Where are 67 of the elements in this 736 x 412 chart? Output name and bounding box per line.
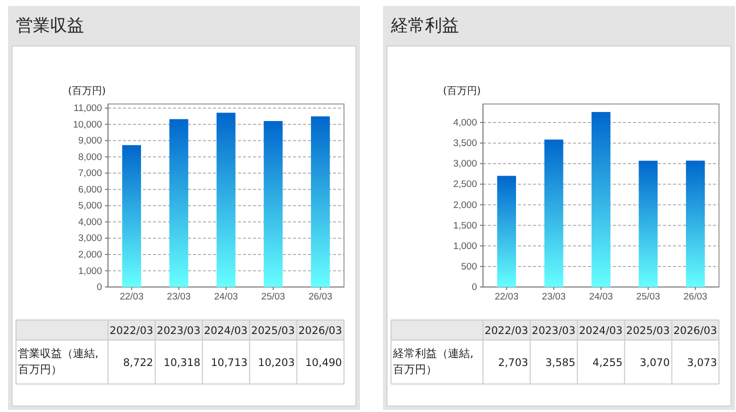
bar — [638, 160, 658, 287]
y-tick-label: 10,000 — [72, 119, 102, 130]
data-label: 10,203 — [258, 357, 295, 369]
bar — [592, 112, 610, 287]
y-tick-label: 11,000 — [74, 103, 102, 114]
x-tick-label: 22/03 — [120, 292, 144, 303]
data-label: 3,070 — [640, 357, 670, 369]
x-tick-label: 26/03 — [684, 292, 708, 303]
text: 2023/03 — [532, 325, 576, 337]
y-tick-label: 5,000 — [78, 200, 102, 212]
x-tick-label: 25/03 — [636, 292, 660, 303]
bar — [497, 176, 516, 287]
y-tick-label: 3,000 — [78, 233, 102, 244]
y-tick-label: 7,000 — [78, 168, 102, 180]
data-label: 8,722 — [123, 357, 154, 369]
bar — [264, 121, 283, 287]
bar — [216, 112, 236, 287]
text: 2022/03 — [110, 325, 154, 337]
chart-title: 経常利益 — [390, 16, 459, 36]
y-axis-title: (百万円) — [443, 86, 481, 97]
x-tick-label: 25/03 — [261, 292, 286, 303]
y-tick-label: 3,000 — [453, 158, 477, 170]
y-tick-label: 9,000 — [78, 136, 102, 147]
text: 2023/03 — [156, 325, 200, 337]
y-tick-label: 4,000 — [453, 118, 477, 129]
data-label: 3,585 — [545, 357, 576, 369]
y-tick-label: 6,000 — [78, 184, 102, 196]
data-label: 10,318 — [164, 357, 200, 369]
text: 2026/03 — [673, 325, 717, 337]
text: 2022/03 — [484, 325, 528, 337]
y-tick-label: 0 — [96, 282, 102, 294]
y-tick-label: 4,000 — [78, 216, 102, 228]
text: 2026/03 — [298, 325, 342, 337]
data-label: 3,073 — [686, 357, 717, 369]
y-tick-label: 3,500 — [453, 138, 477, 150]
y-tick-label: 8,000 — [78, 152, 102, 163]
y-tick-label: 1,000 — [453, 240, 477, 252]
x-tick-label: 23/03 — [542, 292, 566, 303]
y-tick-label: 2,500 — [453, 179, 477, 190]
x-tick-label: 22/03 — [494, 292, 518, 303]
chart-title: 営業収益 — [16, 16, 84, 36]
text: 2024/03 — [578, 325, 623, 337]
y-tick-label: 500 — [461, 261, 477, 272]
bar — [310, 116, 330, 287]
data-label: 4,255 — [592, 357, 623, 369]
data-label: 2,703 — [498, 357, 528, 369]
bar — [544, 140, 564, 287]
y-tick-label: 2,000 — [78, 250, 102, 261]
y-axis-title: (百万円) — [68, 86, 106, 97]
data-label: 10,713 — [210, 357, 248, 369]
y-tick-label: 1,000 — [78, 266, 102, 277]
x-tick-label: 26/03 — [308, 292, 332, 303]
x-tick-label: 24/03 — [214, 292, 238, 303]
x-tick-label: 23/03 — [166, 292, 191, 303]
text: 経常利益（連結, 百万円） — [392, 347, 477, 376]
bar — [169, 119, 188, 287]
y-tick-label: 1,500 — [453, 220, 477, 232]
text: 営業収益（連結, 百万円） — [18, 347, 102, 376]
x-tick-label: 24/03 — [589, 292, 613, 303]
bar — [686, 160, 705, 287]
y-tick-label: 2,000 — [453, 200, 477, 211]
y-tick-label: 0 — [472, 282, 477, 294]
text: 2024/03 — [204, 325, 248, 337]
text: 2025/03 — [251, 325, 295, 337]
bar — [122, 145, 142, 287]
text: 2025/03 — [626, 325, 670, 337]
data-label: 10,490 — [305, 357, 342, 369]
